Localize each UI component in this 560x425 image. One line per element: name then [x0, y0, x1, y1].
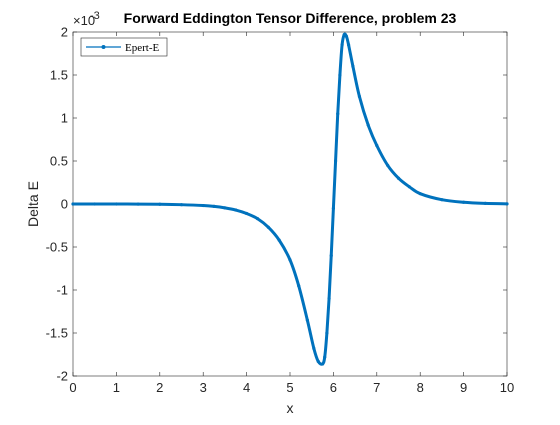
data-point — [344, 34, 349, 38]
data-point — [340, 43, 344, 47]
y-tick-label: 1.5 — [50, 68, 68, 83]
data-point — [342, 32, 346, 37]
data-point — [407, 185, 411, 189]
data-point — [336, 112, 340, 116]
x-tick-label: 0 — [69, 380, 76, 395]
legend: Epert-E — [80, 37, 168, 57]
data-point — [179, 203, 184, 207]
data-point — [505, 202, 509, 206]
data-point — [331, 206, 335, 210]
data-point — [396, 176, 401, 180]
data-point — [483, 201, 487, 205]
data-point — [277, 238, 281, 242]
x-tick-label: 4 — [243, 380, 250, 395]
data-point — [234, 208, 238, 212]
data-point — [71, 202, 75, 206]
legend-box — [80, 37, 168, 57]
y-tick-label: -0.5 — [46, 240, 68, 255]
data-point — [93, 202, 97, 206]
data-point — [305, 318, 309, 322]
data-point — [114, 202, 118, 206]
y-exponent-label: ×10 -3 — [73, 10, 100, 28]
legend-marker — [101, 45, 106, 49]
y-tick-label: 0 — [61, 197, 68, 212]
data-point — [201, 203, 205, 208]
data-point — [440, 198, 444, 202]
data-point — [327, 297, 331, 301]
data-point — [323, 355, 327, 359]
chart-title: Forward Eddington Tensor Difference, pro… — [124, 10, 457, 26]
x-tick-label: 9 — [460, 380, 467, 395]
data-point — [288, 258, 292, 262]
data-point — [351, 64, 355, 68]
y-tick-label: -1.5 — [46, 326, 68, 341]
x-axis-label: x — [287, 400, 294, 416]
data-point — [223, 206, 227, 210]
data-point — [325, 331, 329, 335]
y-tick-label: 0.5 — [50, 154, 68, 169]
y-tick-label: -2 — [56, 369, 68, 384]
series-layer — [71, 32, 509, 366]
data-point — [462, 200, 466, 204]
data-point — [333, 159, 338, 163]
data-point — [297, 284, 301, 288]
data-point — [320, 362, 325, 366]
data-point — [245, 211, 249, 216]
legend-entry-label: Epert-E — [125, 42, 159, 54]
data-point — [366, 123, 370, 127]
data-point — [212, 204, 216, 209]
axes: 0 1 2 3 4 5 6 7 8 9 10 -2 -1.5 -1 -0.5 0 0.5 1 1.5 2 — [46, 25, 515, 396]
data-point — [338, 73, 342, 77]
data-point — [418, 192, 422, 196]
data-point — [158, 202, 162, 206]
data-point — [136, 202, 140, 206]
data-point — [357, 94, 362, 99]
data-point — [346, 43, 351, 47]
x-tick-label: 1 — [113, 380, 120, 395]
y-tick-label: 2 — [61, 25, 68, 40]
x-tick-label: 7 — [373, 380, 380, 395]
data-point — [312, 346, 316, 351]
data-point — [255, 217, 260, 221]
x-tick-label: 3 — [200, 380, 207, 395]
x-tick-label: 8 — [417, 380, 424, 395]
y-exponent-base: ×10 — [73, 13, 95, 28]
data-point — [386, 163, 390, 167]
y-tick-label: 1 — [61, 111, 68, 126]
x-tick-label: 10 — [500, 380, 514, 395]
data-point — [329, 254, 333, 258]
x-tick-label: 6 — [330, 380, 337, 395]
data-point — [316, 359, 320, 363]
y-tick-label: -1 — [56, 283, 68, 298]
y-exponent-power: -3 — [90, 10, 100, 22]
x-tick-label: 2 — [156, 380, 163, 395]
x-tick-label: 5 — [286, 380, 293, 395]
y-axis-label: Delta E — [25, 181, 41, 227]
data-point — [266, 225, 270, 229]
data-point — [375, 143, 379, 148]
